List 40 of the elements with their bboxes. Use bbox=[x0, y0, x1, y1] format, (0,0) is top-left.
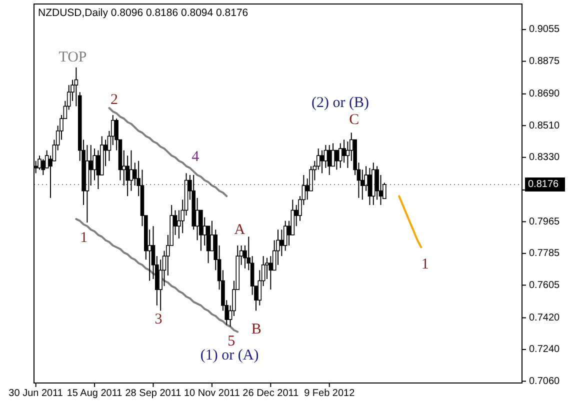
y-tick-label: 0.7420 bbox=[529, 312, 560, 324]
x-tick-label: 26 Dec 2011 bbox=[242, 388, 300, 399]
annotation: B bbox=[251, 322, 262, 338]
line-series bbox=[398, 195, 422, 248]
y-tick-label: 0.9055 bbox=[529, 24, 560, 36]
annotation: C bbox=[349, 112, 360, 128]
candlestick bbox=[280, 229, 284, 257]
ref-line-label: 0.8176 bbox=[528, 179, 560, 190]
x-tick-label: 15 Aug 2011 bbox=[66, 388, 123, 399]
candlestick bbox=[320, 150, 324, 174]
candlestick bbox=[327, 144, 332, 176]
annotation: 2 bbox=[110, 92, 118, 108]
line-series bbox=[108, 107, 228, 198]
annotation: 1 bbox=[421, 256, 429, 273]
x-tick-label: 10 Nov 2011 bbox=[184, 388, 240, 399]
annotation: 3 bbox=[154, 312, 162, 328]
y-tick-label: 0.7060 bbox=[529, 376, 560, 387]
y-tick-label: 0.8875 bbox=[529, 56, 560, 67]
y-tick-label: 0.8330 bbox=[529, 152, 560, 164]
candlestick bbox=[331, 142, 335, 167]
y-tick-label: 0.7965 bbox=[529, 216, 560, 228]
y-tick-label: 0.7605 bbox=[529, 280, 560, 291]
x-tick-label: 9 Feb 2012 bbox=[304, 388, 356, 399]
x-tick-label: 28 Sep 2011 bbox=[125, 388, 182, 399]
annotation: 5 bbox=[228, 334, 236, 350]
annotation: (2) or (B) bbox=[312, 95, 370, 112]
annotation: (1) or (A) bbox=[200, 348, 259, 364]
candlestick bbox=[334, 150, 339, 170]
chart-title: NZDUSD,Daily 0.8096 0.8186 0.8094 0.8176 bbox=[38, 7, 248, 19]
y-tick-label: 0.7785 bbox=[529, 248, 560, 260]
annotation: 4 bbox=[192, 149, 200, 166]
candlestick bbox=[338, 142, 342, 168]
x-tick-label: 30 Jun 2011 bbox=[8, 388, 64, 399]
y-tick-label: 0.8510 bbox=[529, 120, 560, 132]
candlestick bbox=[41, 158, 46, 176]
annotation: TOP bbox=[58, 49, 87, 66]
annotation: 1 bbox=[80, 230, 88, 246]
y-tick-label: 0.8690 bbox=[529, 88, 560, 100]
y-tick-label: 0.7240 bbox=[529, 344, 560, 356]
annotation: A bbox=[234, 222, 246, 238]
